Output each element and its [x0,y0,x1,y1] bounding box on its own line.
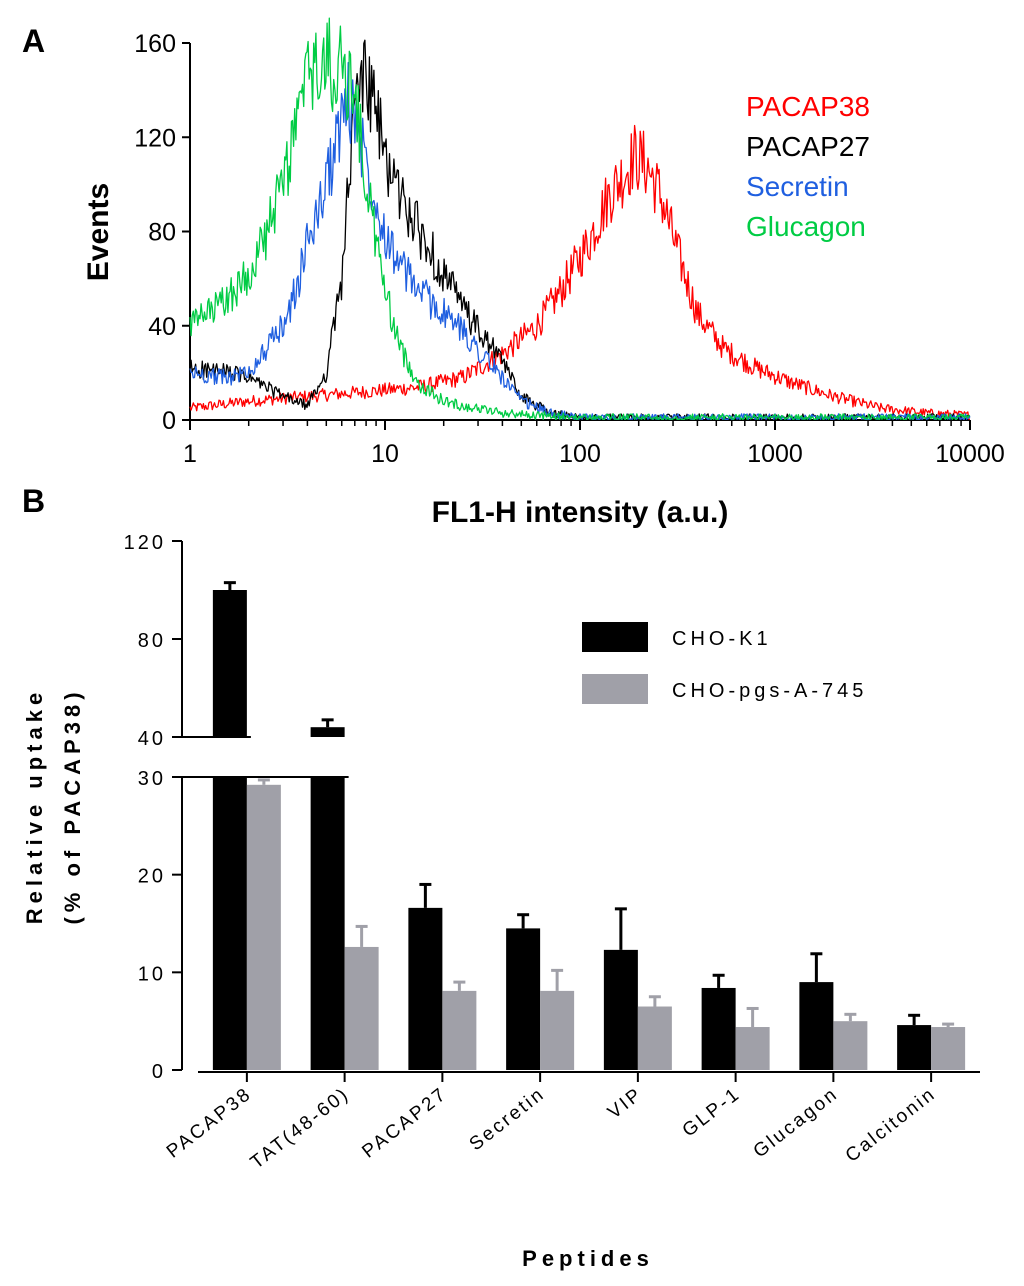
panel-a-xtick-label: 10 [371,440,399,468]
panel-b-bar-cho-k1 [310,777,345,1070]
panel-a-ylabel: Events [82,183,115,281]
panel-a-series-line-glucagon [189,17,971,420]
panel-a-ytick-label: 80 [148,219,176,247]
panel-b-bar-cho-k1 [408,907,443,1070]
panel-a-ytick-label: 160 [134,30,176,58]
panel-b-category-label: PACAP38 [163,1083,256,1162]
panel-b-label: B [22,483,45,519]
panel-b-bar-cho-k1 [603,949,638,1070]
panel-a-xtick-label: 100 [559,440,601,468]
panel-b-bar-cho-pgs-a-745 [735,1027,770,1070]
panel-a-legend: PACAP38 PACAP27 Secretin Glucagon [746,91,870,242]
panel-b-ytick-label: 80 [138,630,166,652]
panel-a: A Events FL1-H intensity (a.u.) 0 40 80 120… [22,17,1005,529]
panel-a-ytick-label: 120 [134,124,176,152]
panel-a-legend-glucagon: Glucagon [746,211,866,242]
panel-b-ytick-label: 20 [138,866,166,888]
panel-b-category-label: Secretin [466,1083,550,1155]
panel-b-ytick-label: 120 [124,532,166,554]
panel-b-bar-cho-pgs-a-745 [344,946,379,1070]
panel-b-bar-cho-pgs-a-745 [246,784,281,1070]
panel-b-legend-swatch [582,674,648,704]
panel-a-xtick-label: 1 [183,440,197,468]
panel-b-bar-cho-pgs-a-745 [931,1027,966,1070]
panel-a-xtick-label: 10000 [935,440,1005,468]
panel-a-axes: 0 40 80 120 160 1 10 100 1000 10000 [134,30,1004,468]
panel-a-xtick-label: 1000 [747,440,803,468]
panel-b-category-label: TAT(48-60) [247,1083,354,1173]
panel-b-category-label: PACAP27 [358,1083,451,1162]
panel-b-bars [212,581,966,1070]
panel-a-ytick-label: 40 [148,313,176,341]
panel-b-bar-cho-pgs-a-745 [637,1006,672,1070]
panel-b-bar-cho-k1 [212,777,247,1070]
panel-b-ytick-label: 0 [152,1061,166,1083]
panel-b-bar-cho-k1 [701,987,736,1070]
panel-b-legend-swatch [582,622,648,652]
panel-b-ylabel-line2: (% of PACAP38) [60,687,85,924]
panel-a-legend-pacap38: PACAP38 [746,91,870,122]
panel-a-series [189,17,971,420]
panel-b-legend-label: CHO-K1 [672,628,772,650]
panel-b-ylabel-line1: Relative uptake [22,688,47,924]
panel-a-label: A [22,23,45,59]
panel-a-legend-pacap27: PACAP27 [746,131,870,162]
panel-b-legend-label: CHO-pgs-A-745 [672,680,867,702]
panel-a-series-line-secretin [189,61,971,420]
panel-a-ytick-label: 0 [162,407,176,435]
panel-b-category-label: VIP [604,1083,647,1123]
panel-b-xlabel: Peptides [522,1246,654,1271]
panel-a-xlabel: FL1-H intensity (a.u.) [432,496,729,529]
panel-b-ytick-label: 40 [138,728,166,750]
panel-b-bar-cho-k1 [897,1025,932,1070]
panel-b: B Relative uptake (% of PACAP38) Peptide… [22,483,980,1271]
panel-b-bar-cho-k1-upper [212,590,247,737]
panel-b-category-label: Glucagon [750,1083,843,1162]
panel-b-bar-cho-k1 [799,982,834,1070]
panel-b-ytick-label: 10 [138,963,166,985]
panel-b-bar-cho-pgs-a-745 [833,1021,868,1070]
panel-a-series-line-pacap38 [189,124,971,420]
panel-a-legend-secretin: Secretin [746,171,849,202]
panel-b-category-label: Calcitonin [842,1083,940,1166]
panel-b-bar-cho-k1 [506,928,541,1070]
panel-b-bar-cho-pgs-a-745 [540,990,575,1070]
panel-b-bar-cho-k1-upper [310,727,345,737]
panel-b-legend: CHO-K1 CHO-pgs-A-745 [582,622,867,704]
panel-b-ytick-label: 30 [138,768,166,790]
panel-b-bar-cho-pgs-a-745 [442,990,477,1070]
panel-b-category-label: GLP-1 [679,1083,745,1141]
